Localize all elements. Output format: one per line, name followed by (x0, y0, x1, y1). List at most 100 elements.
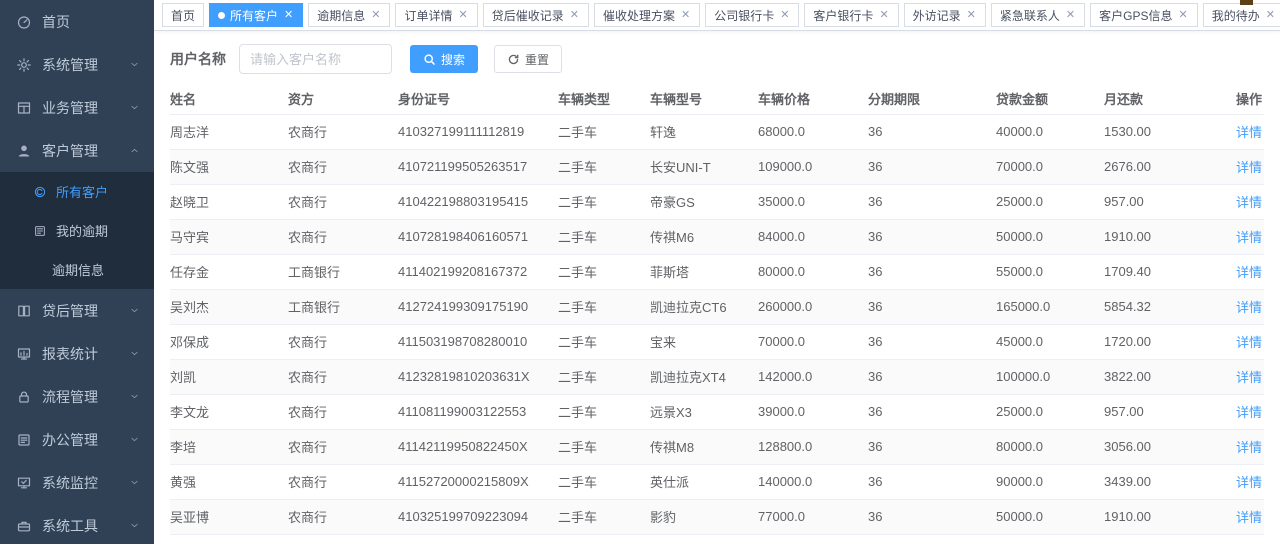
table-row: 赵晓卫 农商行 410422198803195415 二手车 帝豪GS 35000.0 36… (170, 184, 1264, 220)
cell-vehicle_price: 70000.0 (758, 324, 868, 360)
circle-c-icon (32, 184, 48, 200)
tab-emergency-contacts[interactable]: 紧急联系人 ✕ (990, 3, 1086, 27)
tab-label: 客户GPS信息 (1099, 8, 1173, 23)
tab-customer-gps-info[interactable]: 客户GPS信息 ✕ (1090, 3, 1198, 27)
detail-link[interactable]: 详情 (1235, 440, 1262, 455)
chevron-down-icon (129, 59, 140, 70)
close-icon[interactable]: ✕ (569, 8, 579, 21)
detail-link[interactable]: 详情 (1235, 300, 1262, 315)
cell-operation: 详情 (1224, 359, 1264, 395)
columns-icon (15, 303, 33, 319)
sidebar-subitem-all-customers[interactable]: 所有客户 (0, 172, 154, 211)
cell-funder: 农商行 (288, 534, 398, 544)
cell-loan_amount: 100000.0 (996, 359, 1104, 395)
close-icon[interactable]: ✕ (458, 8, 468, 21)
sidebar-item-label: 业务管理 (42, 99, 98, 116)
chevron-up-icon (129, 145, 140, 156)
tab-company-bank-card[interactable]: 公司银行卡 ✕ (705, 3, 800, 27)
tab-customer-bank-card[interactable]: 客户银行卡 ✕ (804, 3, 899, 27)
close-icon[interactable]: ✕ (1178, 8, 1188, 21)
cell-operation: 详情 (1224, 534, 1264, 544)
sidebar-subitem-overdue-info[interactable]: 逾期信息 (0, 250, 154, 289)
sidebar-item-post-loan-management[interactable]: 贷后管理 (0, 289, 154, 332)
sidebar-subitem-my-overdue[interactable]: 我的逾期 (0, 211, 154, 250)
cell-operation: 详情 (1224, 149, 1264, 185)
tab-home[interactable]: 首页 (162, 3, 205, 27)
cell-id_number: 411081199003122553 (398, 394, 558, 430)
cell-installment_term: 36 (868, 324, 996, 360)
sidebar-item-office-management[interactable]: 办公管理 (0, 418, 154, 461)
cell-name: 马守宾 (170, 219, 288, 255)
refresh-icon (507, 53, 520, 66)
sidebar-item-system-tools[interactable]: 系统工具 (0, 504, 154, 544)
sidebar: 首页 系统管理业务管理客户管理 所有客户 我的逾期 逾期信息 贷后管理 报表统计 流程管理 办公… (0, 0, 154, 544)
close-icon[interactable]: ✕ (284, 8, 294, 21)
cell-id_number: 410325199709223094 (398, 499, 558, 535)
tab-all-customers[interactable]: 所有客户 ✕ (209, 3, 304, 27)
cell-name: 陈文强 (170, 149, 288, 185)
cell-operation: 详情 (1224, 394, 1264, 430)
table-row: 邓保成 农商行 411503198708280010 二手车 宝来 70000.0 36 45… (170, 324, 1264, 360)
sidebar-item-home[interactable]: 首页 (0, 0, 154, 43)
cell-loan_amount: 50000.0 (996, 219, 1104, 255)
detail-link[interactable]: 详情 (1235, 335, 1262, 350)
sidebar-item-report-statistics[interactable]: 报表统计 (0, 332, 154, 375)
customer-name-input[interactable] (239, 44, 392, 74)
tab-order-detail[interactable]: 订单详情 ✕ (395, 3, 478, 27)
cell-funder: 农商行 (288, 219, 398, 255)
table-row: 刘凯 农商行 41232819810203631X 二手车 凯迪拉克XT4 142000.… (170, 359, 1264, 395)
close-icon[interactable]: ✕ (371, 8, 381, 21)
detail-link[interactable]: 详情 (1235, 405, 1262, 420)
tab-collection-plan[interactable]: 催收处理方案 ✕ (593, 3, 701, 27)
reset-button-label: 重置 (525, 52, 550, 67)
cell-vehicle_type: 二手车 (558, 254, 650, 290)
detail-link[interactable]: 详情 (1235, 125, 1262, 140)
tab-label: 我的待办 (1211, 8, 1260, 23)
cell-vehicle_price: 260000.0 (758, 289, 868, 325)
column-header-id_number: 身份证号 (398, 84, 558, 115)
close-icon[interactable]: ✕ (1265, 8, 1275, 21)
tab-visit-records[interactable]: 外访记录 ✕ (903, 3, 986, 27)
close-icon[interactable]: ✕ (780, 8, 790, 21)
sidebar-item-system-monitor[interactable]: 系统监控 (0, 461, 154, 504)
tab-overdue-info[interactable]: 逾期信息 ✕ (308, 3, 391, 27)
detail-link[interactable]: 详情 (1235, 265, 1262, 280)
chevron-down-icon (129, 305, 140, 316)
cell-vehicle_type: 二手车 (558, 324, 650, 360)
close-icon[interactable]: ✕ (966, 8, 976, 21)
cell-funder: 农商行 (288, 324, 398, 360)
detail-link[interactable]: 详情 (1235, 230, 1262, 245)
close-icon[interactable]: ✕ (879, 8, 889, 21)
detail-link[interactable]: 详情 (1235, 370, 1262, 385)
cell-id_number: 410721199505263517 (398, 149, 558, 185)
cell-funder: 农商行 (288, 429, 398, 465)
cell-operation: 详情 (1224, 289, 1264, 325)
cell-loan_amount: 50000.0 (996, 499, 1104, 535)
table-row: 周志洋 农商行 410327199111112819 二手车 轩逸 68000.0 36 40… (170, 114, 1264, 150)
sidebar-item-process-management[interactable]: 流程管理 (0, 375, 154, 418)
search-row: 用户名称 搜索 重置 (154, 31, 1280, 84)
cell-operation: 详情 (1224, 499, 1264, 535)
detail-link[interactable]: 详情 (1235, 475, 1262, 490)
cell-id_number: 411402199208167372 (398, 254, 558, 290)
cell-monthly_payment: 1910.00 (1104, 219, 1224, 255)
reset-button[interactable]: 重置 (494, 45, 563, 73)
tab-my-todo[interactable]: 我的待办 ✕ (1202, 3, 1280, 27)
search-button[interactable]: 搜索 (410, 45, 479, 73)
book-icon (32, 223, 48, 239)
table-row: 任存金 工商银行 411402199208167372 二手车 菲斯塔 80000.0 36… (170, 254, 1264, 290)
detail-link[interactable]: 详情 (1235, 510, 1262, 525)
tab-label: 公司银行卡 (714, 8, 775, 23)
table-row: 李培 农商行 41142119950822450X 二手车 传祺M8 128800.0 36… (170, 429, 1264, 465)
sidebar-item-customer-management[interactable]: 客户管理 (0, 129, 154, 172)
sidebar-item-system-management[interactable]: 系统管理 (0, 43, 154, 86)
cell-vehicle_price (758, 534, 868, 544)
sidebar-item-business-management[interactable]: 业务管理 (0, 86, 154, 129)
tab-post-loan-collection-records[interactable]: 贷后催收记录 ✕ (482, 3, 589, 27)
detail-link[interactable]: 详情 (1235, 160, 1262, 175)
dashboard-icon (15, 14, 33, 30)
tab-label: 客户银行卡 (813, 8, 874, 23)
close-icon[interactable]: ✕ (1065, 8, 1076, 21)
close-icon[interactable]: ✕ (680, 8, 691, 21)
detail-link[interactable]: 详情 (1235, 195, 1262, 210)
